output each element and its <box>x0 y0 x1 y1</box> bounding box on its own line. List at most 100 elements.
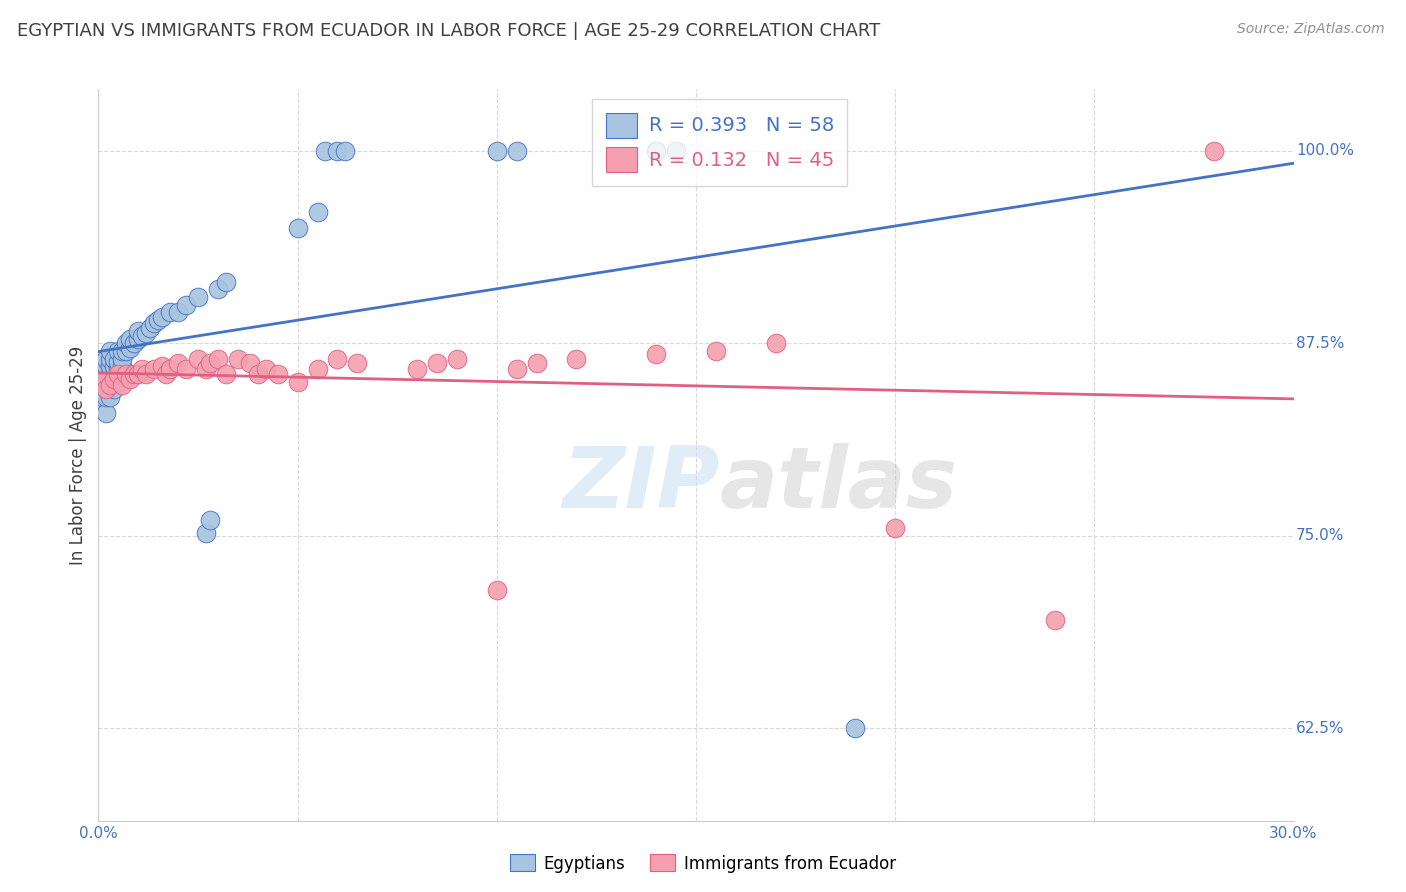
Point <box>246 367 269 381</box>
Point <box>174 362 197 376</box>
Point <box>645 144 668 158</box>
Y-axis label: In Labor Force | Age 25-29: In Labor Force | Age 25-29 <box>69 345 87 565</box>
Text: 75.0%: 75.0% <box>1296 528 1344 543</box>
Point <box>111 343 134 358</box>
Point <box>1202 144 1225 158</box>
Point <box>91 375 114 389</box>
Point <box>143 316 166 330</box>
Point <box>91 383 114 397</box>
Text: Source: ZipAtlas.com: Source: ZipAtlas.com <box>1237 22 1385 37</box>
Text: 100.0%: 100.0% <box>1296 144 1354 158</box>
Point <box>207 351 229 366</box>
Point <box>103 367 125 381</box>
Point <box>107 355 129 369</box>
Point <box>150 359 173 374</box>
Point <box>120 341 142 355</box>
Point <box>111 351 134 366</box>
Point <box>124 336 146 351</box>
Point <box>335 144 357 158</box>
Point <box>127 324 149 338</box>
Point <box>326 351 349 366</box>
Point <box>131 328 153 343</box>
Legend: R = 0.393   N = 58, R = 0.132   N = 45: R = 0.393 N = 58, R = 0.132 N = 45 <box>592 99 848 186</box>
Point <box>426 356 449 370</box>
Point <box>150 310 173 324</box>
Point <box>96 351 118 366</box>
Point <box>131 362 153 376</box>
Point <box>446 351 468 366</box>
Point <box>111 377 134 392</box>
Point <box>107 367 129 381</box>
Point <box>96 390 118 404</box>
Point <box>135 367 157 381</box>
Text: ZIP: ZIP <box>562 442 720 525</box>
Point <box>346 356 368 370</box>
Legend: Egyptians, Immigrants from Ecuador: Egyptians, Immigrants from Ecuador <box>503 847 903 880</box>
Point <box>207 282 229 296</box>
Point <box>98 351 122 366</box>
Text: 62.5%: 62.5% <box>1296 721 1344 736</box>
Point <box>115 343 138 358</box>
Point <box>98 377 122 392</box>
Point <box>198 356 221 370</box>
Point <box>124 367 146 381</box>
Point <box>98 367 122 381</box>
Point <box>665 144 688 158</box>
Point <box>307 205 329 219</box>
Point <box>120 332 142 346</box>
Point <box>159 305 181 319</box>
Point <box>98 390 122 404</box>
Point <box>287 220 309 235</box>
Point <box>139 321 162 335</box>
Point <box>98 359 122 374</box>
Point <box>884 521 907 535</box>
Point <box>187 351 209 366</box>
Point <box>844 721 866 735</box>
Point <box>485 582 508 597</box>
Point <box>127 332 149 346</box>
Point <box>174 298 197 312</box>
Point <box>195 525 218 540</box>
Point <box>267 367 290 381</box>
Point <box>159 362 181 376</box>
Point <box>215 275 238 289</box>
Point <box>506 144 529 158</box>
Point <box>135 326 157 340</box>
Point <box>215 367 238 381</box>
Point <box>111 359 134 374</box>
Point <box>107 343 129 358</box>
Point <box>127 367 149 381</box>
Text: EGYPTIAN VS IMMIGRANTS FROM ECUADOR IN LABOR FORCE | AGE 25-29 CORRELATION CHART: EGYPTIAN VS IMMIGRANTS FROM ECUADOR IN L… <box>17 22 880 40</box>
Point <box>326 144 349 158</box>
Point <box>103 372 125 386</box>
Point <box>226 351 249 366</box>
Point <box>91 367 114 381</box>
Point <box>307 362 329 376</box>
Point <box>96 406 118 420</box>
Point <box>406 362 429 376</box>
Point <box>704 343 727 358</box>
Point <box>143 362 166 376</box>
Point <box>148 313 170 327</box>
Point <box>526 356 548 370</box>
Point <box>506 362 529 376</box>
Text: atlas: atlas <box>720 442 957 525</box>
Point <box>287 375 309 389</box>
Point <box>765 336 787 351</box>
Point <box>167 356 190 370</box>
Point <box>645 347 668 361</box>
Point <box>195 362 218 376</box>
Point <box>115 367 138 381</box>
Point <box>103 351 125 366</box>
Point <box>254 362 277 376</box>
Point <box>120 372 142 386</box>
Point <box>155 367 177 381</box>
Point <box>115 336 138 351</box>
Point <box>98 343 122 358</box>
Point <box>485 144 508 158</box>
Point <box>103 359 125 374</box>
Point <box>103 383 125 397</box>
Point <box>167 305 190 319</box>
Point <box>565 351 588 366</box>
Point <box>1043 614 1066 628</box>
